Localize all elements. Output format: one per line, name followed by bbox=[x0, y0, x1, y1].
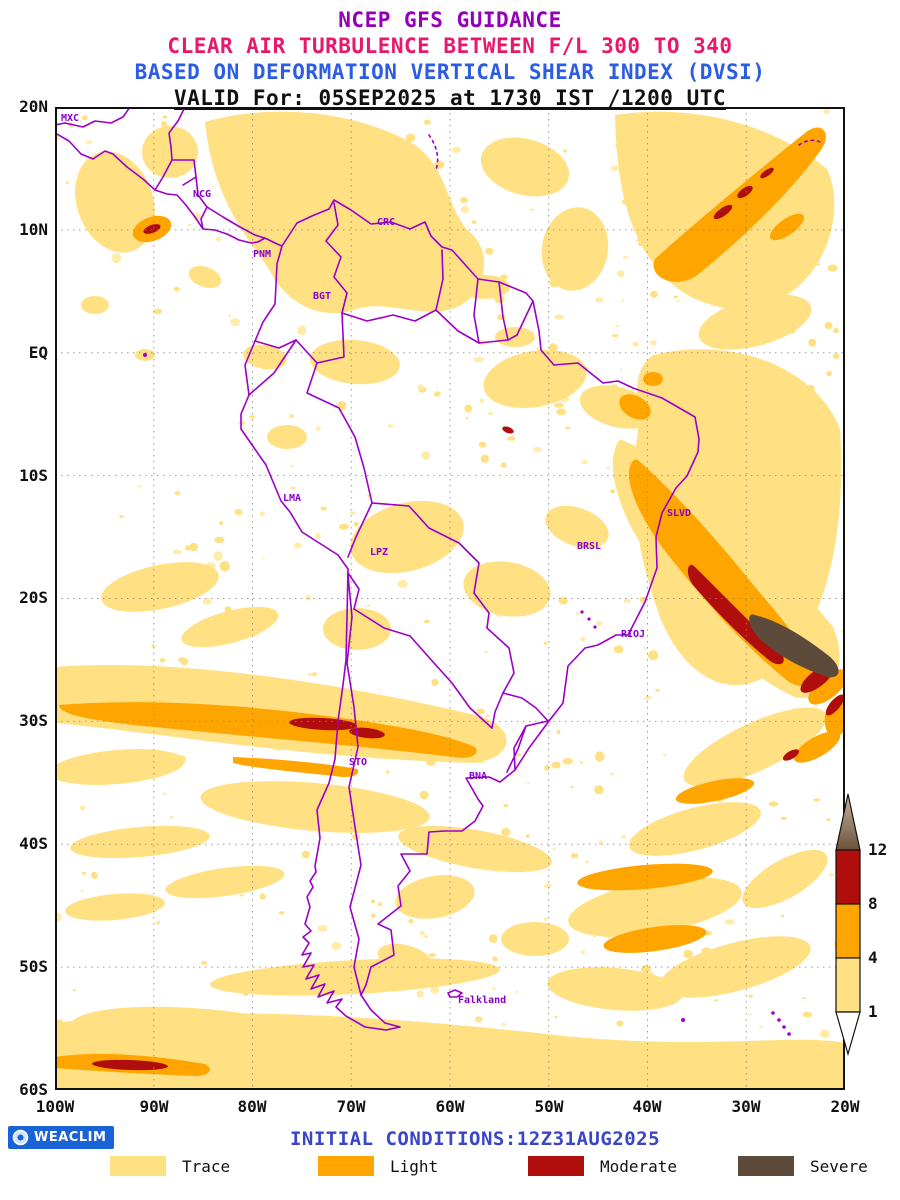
colorbar-trace-segment bbox=[835, 957, 861, 1013]
x-axis-label: 80W bbox=[237, 1097, 267, 1116]
moderate-turbulence-layer bbox=[92, 167, 845, 1071]
legend-label-severe: Severe bbox=[810, 1156, 868, 1176]
legend-swatch-light bbox=[318, 1156, 374, 1176]
city-label: NCG bbox=[193, 189, 211, 200]
legend-swatch-severe bbox=[738, 1156, 794, 1176]
top-right-dashes bbox=[798, 139, 821, 146]
city-label: BGT bbox=[313, 291, 331, 302]
city-label: CRC bbox=[377, 217, 395, 228]
x-axis-label: 50W bbox=[534, 1097, 564, 1116]
colorbar-tick: 12 bbox=[868, 840, 887, 859]
city-label: MXC bbox=[61, 113, 79, 124]
country-borders bbox=[325, 202, 348, 314]
legend-item-light: Light bbox=[318, 1156, 438, 1176]
city-label: LPZ bbox=[370, 547, 388, 558]
x-axis-label: 20W bbox=[830, 1097, 860, 1116]
y-axis-label: 10S bbox=[19, 466, 48, 485]
map-border-frame bbox=[55, 107, 845, 1090]
city-label: LMA bbox=[283, 493, 301, 504]
south-america-coastline bbox=[240, 199, 700, 1031]
central-america-caribbean-coast bbox=[168, 106, 283, 247]
city-label: Falkland bbox=[458, 995, 506, 1006]
colorbar-light-segment bbox=[835, 903, 861, 959]
x-axis-label: 90W bbox=[139, 1097, 169, 1116]
colorbar: 12 8 4 1 bbox=[834, 792, 900, 1060]
x-axis-label: 30W bbox=[731, 1097, 761, 1116]
colorbar-severe-triangle bbox=[835, 793, 861, 851]
severe-turbulence-layer bbox=[749, 614, 839, 678]
city-label: PNM bbox=[253, 249, 271, 260]
map-frame: MXC NCG CRC PNM BGT LMA LPZ BRSL SLVD RI… bbox=[49, 106, 850, 1090]
city-label: RIOJ bbox=[621, 629, 645, 640]
title-line-1: NCEP GFS GUIDANCE bbox=[338, 8, 562, 32]
weaclim-logo-text: WEACLIM bbox=[34, 1130, 107, 1145]
antilles-dashed-arc bbox=[428, 134, 439, 171]
y-axis-label: 10N bbox=[19, 220, 48, 239]
weaclim-logo-icon bbox=[12, 1129, 29, 1146]
city-labels: MXC NCG CRC PNM BGT LMA LPZ BRSL SLVD RI… bbox=[61, 113, 691, 1006]
central-america-pacific-coast bbox=[54, 132, 266, 244]
y-axis-label: EQ bbox=[28, 343, 48, 362]
legend: Trace Light Moderate Severe bbox=[0, 1156, 900, 1182]
colorbar-moderate-segment bbox=[835, 849, 861, 905]
colorbar-tick: 8 bbox=[868, 894, 878, 913]
purple-dots bbox=[143, 353, 791, 1036]
mexico-coast bbox=[54, 106, 131, 128]
legend-label-light: Light bbox=[390, 1156, 439, 1176]
y-axis-label: 20S bbox=[19, 588, 48, 607]
legend-label-trace: Trace bbox=[182, 1156, 231, 1176]
city-label: STO bbox=[349, 757, 367, 768]
legend-label-moderate: Moderate bbox=[600, 1156, 678, 1176]
title-valid-time: VALID For: 05SEP2025 at 1730 IST /1200 U… bbox=[173, 86, 726, 110]
weaclim-logo: WEACLIM bbox=[8, 1126, 115, 1149]
x-axis-label: 70W bbox=[336, 1097, 366, 1116]
city-label: BRSL bbox=[577, 541, 601, 552]
city-label: SLVD bbox=[667, 508, 691, 519]
legend-item-moderate: Moderate bbox=[528, 1156, 677, 1176]
title-line-2: CLEAR AIR TURBULENCE BETWEEN F/L 300 TO … bbox=[167, 34, 733, 58]
colorbar-tick: 1 bbox=[868, 1002, 878, 1021]
colorbar-tick: 4 bbox=[868, 948, 878, 967]
coastline-borders bbox=[54, 106, 821, 1031]
legend-item-severe: Severe bbox=[738, 1156, 868, 1176]
y-axis-label: 50S bbox=[19, 957, 48, 976]
city-label: BNA bbox=[469, 771, 487, 782]
turbulence-map: MXC NCG CRC PNM BGT LMA LPZ BRSL SLVD RI… bbox=[49, 106, 850, 1090]
colorbar-below-triangle bbox=[835, 1011, 861, 1057]
initial-conditions-text: INITIAL CONDITIONS:12Z31AUG2025 bbox=[289, 1128, 661, 1150]
title-line-3: BASED ON DEFORMATION VERTICAL SHEAR INDE… bbox=[134, 60, 766, 84]
y-axis-label: 40S bbox=[19, 834, 48, 853]
falkland-islands bbox=[447, 989, 463, 998]
legend-swatch-trace bbox=[110, 1156, 166, 1176]
y-axis-label: 20N bbox=[19, 97, 48, 116]
legend-item-trace: Trace bbox=[110, 1156, 230, 1176]
x-axis-label: 100W bbox=[35, 1097, 75, 1116]
y-axis-label: 60S bbox=[19, 1080, 48, 1099]
legend-swatch-moderate bbox=[528, 1156, 584, 1176]
y-axis-label: 30S bbox=[19, 711, 48, 730]
x-axis-label: 40W bbox=[632, 1097, 662, 1116]
x-axis-label: 60W bbox=[435, 1097, 465, 1116]
